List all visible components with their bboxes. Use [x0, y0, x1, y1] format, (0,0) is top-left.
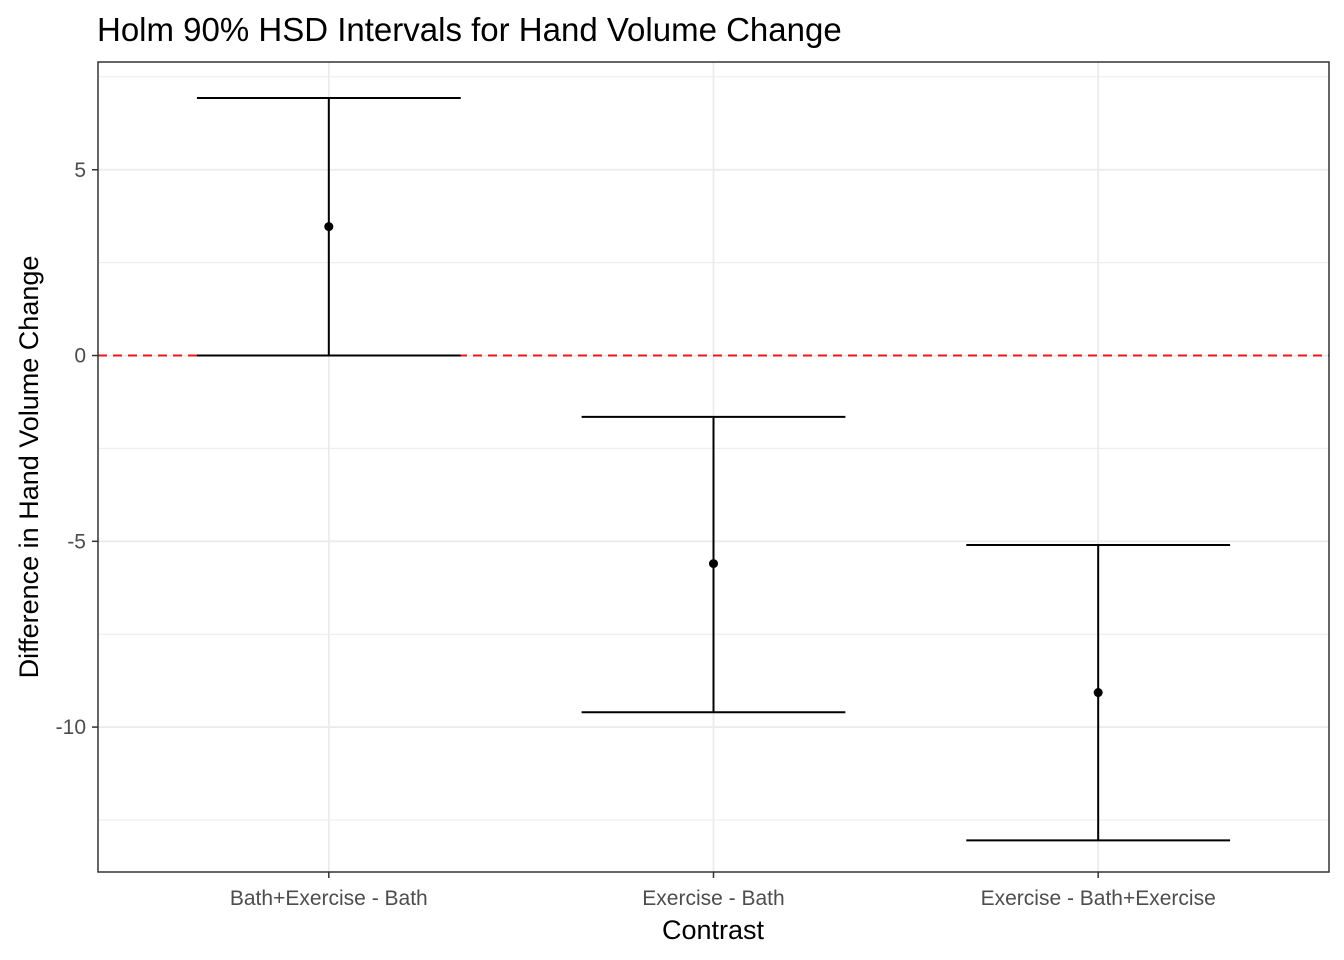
y-axis-title: Difference in Hand Volume Change [14, 256, 44, 679]
x-tick-label: Exercise - Bath+Exercise [981, 887, 1216, 910]
estimate-point [1093, 688, 1103, 698]
y-tick-label: -10 [56, 716, 86, 739]
x-tick-label: Bath+Exercise - Bath [230, 887, 428, 910]
estimate-point [709, 559, 718, 569]
y-tick-label: 5 [74, 159, 86, 182]
grid-layer [98, 62, 1329, 872]
x-axis-title: Contrast [662, 915, 765, 945]
chart-title: Holm 90% HSD Intervals for Hand Volume C… [97, 11, 842, 48]
y-tick-label: 0 [74, 345, 86, 368]
y-tick-label: -5 [67, 530, 86, 553]
axis-layer: -10 -5 0 5 Bath+Exercise - Bath Exercise - Ba… [56, 159, 1216, 910]
x-tick-label: Exercise - Bath [642, 887, 784, 910]
estimate-point [324, 222, 334, 232]
marks-layer [196, 97, 1231, 842]
